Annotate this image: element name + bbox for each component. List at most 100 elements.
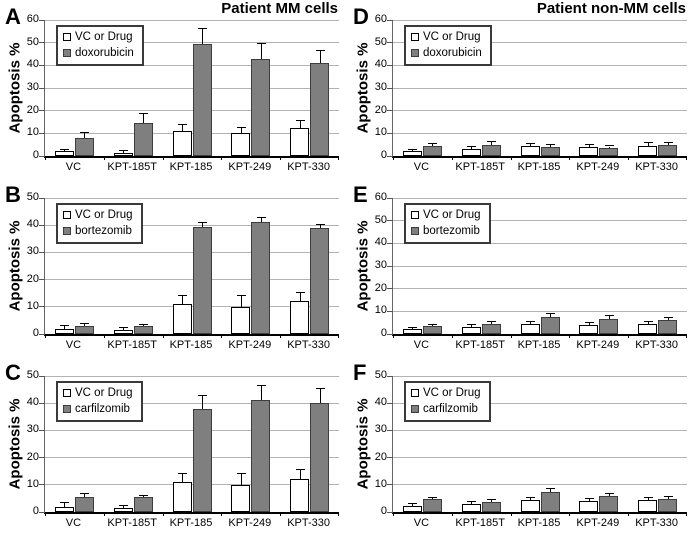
- gridline: [393, 402, 687, 404]
- x-category-label: KPT-185: [517, 517, 561, 529]
- gridline: [45, 251, 339, 253]
- error-bar-cap: [604, 145, 614, 147]
- error-bar-whisker: [491, 142, 493, 145]
- bar-control: [54, 506, 74, 512]
- gridline: [393, 310, 687, 312]
- error-bar-cap: [428, 143, 438, 145]
- error-bar-whisker: [471, 325, 473, 328]
- bar-drug: [192, 43, 212, 156]
- gridline: [45, 279, 339, 281]
- error-bar-cap: [178, 472, 187, 474]
- error-bar-whisker: [550, 314, 551, 317]
- x-tick-mark: [393, 334, 394, 338]
- y-tick-label: 30: [374, 81, 387, 93]
- bar-control: [290, 301, 310, 334]
- y-tick-mark: [39, 64, 45, 66]
- y-tick-label: 0: [32, 505, 39, 517]
- bar-control: [172, 482, 192, 512]
- x-tick-mark: [280, 512, 282, 516]
- x-tick-mark: [45, 334, 46, 338]
- error-bar-whisker: [123, 505, 125, 508]
- legend-label: VC or Drug: [75, 209, 133, 221]
- legend-item: carfilzomib: [411, 401, 481, 417]
- y-tick-mark: [387, 457, 393, 459]
- error-bar-cap: [256, 42, 266, 44]
- gridline: [393, 484, 687, 486]
- x-tick-mark: [280, 156, 282, 160]
- error-bar-cap: [604, 315, 614, 317]
- error-bar-cap: [80, 492, 90, 494]
- error-bar-whisker: [84, 132, 86, 138]
- y-tick-mark: [39, 110, 45, 112]
- error-bar-whisker: [84, 324, 86, 326]
- error-bar-whisker: [202, 29, 203, 44]
- x-tick-mark: [221, 334, 223, 338]
- plot-area: [387, 19, 687, 160]
- bar-drug: [481, 501, 501, 512]
- legend: VC or Drug carfilzomib: [404, 381, 491, 422]
- legend: VC or Drug doxorubicin: [404, 25, 492, 66]
- legend-label: VC or Drug: [423, 209, 481, 221]
- bar-control: [402, 151, 422, 156]
- bar-control: [520, 145, 540, 156]
- gridline: [393, 197, 687, 199]
- y-tick-mark: [387, 220, 393, 222]
- x-category-label: KPT-330: [287, 339, 330, 351]
- plot-area: [39, 197, 339, 338]
- y-tick-mark: [39, 132, 45, 134]
- legend-item: bortezomib: [63, 223, 133, 239]
- bar-drug: [192, 226, 212, 334]
- y-tick-label: 40: [26, 58, 39, 71]
- x-tick-mark: [221, 512, 223, 516]
- error-bar-whisker: [432, 324, 434, 327]
- legend-swatch-control: [63, 33, 71, 41]
- bar-drug: [133, 123, 153, 156]
- x-tick-mark: [451, 156, 453, 160]
- error-bar-cap: [256, 384, 266, 386]
- y-tick-mark: [387, 265, 393, 267]
- y-tick-label: 40: [374, 58, 387, 71]
- error-bar-whisker: [608, 493, 610, 497]
- bar-drug: [422, 145, 442, 156]
- legend-label: VC or Drug: [423, 31, 481, 43]
- x-tick-mark: [393, 156, 394, 160]
- error-bar-whisker: [64, 150, 66, 152]
- bar-control: [638, 145, 658, 156]
- x-category-label: KPT-185T: [455, 339, 505, 351]
- x-tick-mark: [451, 512, 453, 516]
- y-tick-mark: [387, 19, 393, 21]
- legend-label: doxorubicin: [75, 47, 134, 59]
- legend-item: doxorubicin: [411, 45, 482, 61]
- gridline: [393, 64, 687, 66]
- legend-label: carfilzomib: [423, 403, 478, 415]
- x-tick-mark: [510, 512, 512, 516]
- y-tick-mark: [387, 375, 393, 377]
- bar-control: [461, 149, 481, 156]
- error-bar-whisker: [299, 120, 301, 128]
- y-tick-mark: [387, 288, 393, 290]
- bar-control: [231, 484, 251, 512]
- error-bar-cap: [546, 313, 555, 315]
- bar-drug: [192, 408, 212, 512]
- error-bar-cap: [467, 500, 477, 502]
- error-bar-whisker: [432, 144, 434, 146]
- y-tick-mark: [387, 110, 393, 112]
- y-axis-label: Apoptosis %: [6, 220, 24, 312]
- panel-a: A Apoptosis % 0 10 20 30 40 50 60 VC KPT-185T KPT-1…: [0, 0, 348, 178]
- error-bar-whisker: [667, 142, 669, 146]
- y-tick-label: 50: [26, 35, 39, 48]
- y-tick-label: 20: [374, 281, 387, 294]
- legend-swatch-control: [63, 211, 71, 219]
- bar-control: [290, 127, 310, 156]
- x-tick-mark: [338, 512, 339, 516]
- error-bar-whisker: [319, 50, 321, 64]
- error-bar-cap: [408, 502, 418, 504]
- error-bar-cap: [60, 149, 70, 151]
- error-bar-cap: [198, 222, 207, 224]
- y-tick-label: 20: [26, 272, 39, 285]
- error-bar-whisker: [202, 396, 203, 409]
- x-category-label: VC: [65, 161, 82, 173]
- legend-label: VC or Drug: [75, 387, 133, 399]
- legend-swatch-control: [411, 211, 419, 219]
- y-tick-mark: [39, 333, 45, 335]
